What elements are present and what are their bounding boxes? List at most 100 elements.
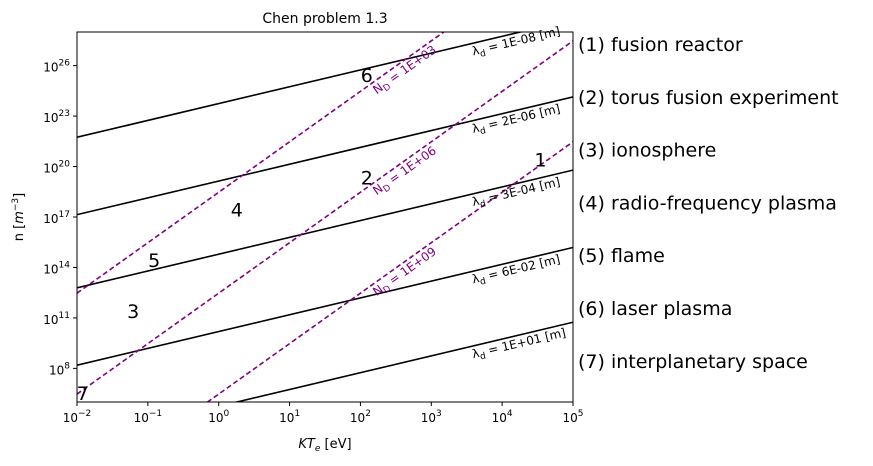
y-tick-label: 1017: [43, 210, 70, 226]
label-value: = 1E-08 [m]: [483, 24, 562, 55]
x-tick-base: 10: [421, 411, 436, 425]
y-tick-exp: 11: [59, 311, 70, 321]
chart-title: Chen problem 1.3: [262, 11, 387, 27]
series-line: [77, 246, 573, 366]
x-tick-base: 10: [134, 411, 149, 425]
x-tick-label: 105: [562, 409, 583, 425]
x-tick-exp: 5: [578, 409, 584, 419]
x-tick-base: 10: [562, 411, 577, 425]
legend-entry: (6) laser plasma: [578, 298, 732, 320]
series-label: λd = 6E-02 [m]: [471, 252, 563, 289]
y-tick-exp: 26: [59, 59, 71, 69]
x-axis-label: KTe [eV]: [298, 437, 351, 454]
x-tick-base: 10: [350, 411, 365, 425]
region-label: 5: [148, 250, 160, 272]
y-tick-exp: 14: [59, 260, 71, 270]
x-tick-label: 104: [492, 409, 513, 425]
region-label: 6: [361, 65, 373, 87]
y-tick-base: 10: [43, 262, 58, 276]
y-tick-exp: 17: [59, 210, 70, 220]
label-value: = 3E-04 [m]: [483, 175, 562, 206]
y-label-unit: m: [12, 211, 27, 224]
series-line: [77, 96, 573, 216]
x-tick-exp: 1: [294, 409, 300, 419]
label-sub: D: [382, 183, 394, 195]
label-symbol: λ: [471, 194, 481, 209]
legend-entry: (1) fusion reactor: [578, 34, 743, 56]
label-sub: d: [479, 351, 487, 362]
label-symbol: λ: [471, 346, 481, 361]
y-tick-label: 1026: [43, 59, 70, 75]
legend-entry: (3) ionosphere: [578, 140, 716, 162]
label-sub: d: [479, 199, 487, 210]
y-label-exp: −3: [11, 198, 21, 211]
x-tick-label: 101: [279, 409, 300, 425]
series-label: λd = 1E+01 [m]: [471, 325, 568, 364]
x-tick-label: 103: [421, 409, 442, 425]
label-symbol: λ: [471, 121, 481, 136]
y-tick-base: 10: [49, 363, 64, 377]
y-tick-base: 10: [43, 313, 58, 327]
label-sub: d: [479, 277, 487, 288]
legend-entry: (4) radio-frequency plasma: [578, 192, 837, 214]
legend-entry: (5) flame: [578, 245, 665, 267]
x-tick-label: 102: [350, 409, 371, 425]
x-tick-exp: 0: [223, 409, 229, 419]
label-sub: d: [479, 126, 487, 137]
x-tick-base: 10: [279, 411, 294, 425]
series-label: ND = 1E+06: [370, 143, 440, 200]
x-tick-exp: −1: [149, 409, 162, 419]
series-label: λd = 2E-06 [m]: [471, 101, 563, 138]
label-value: = 2E-06 [m]: [483, 101, 562, 132]
label-value: = 1E+01 [m]: [483, 325, 567, 358]
y-label-main: n [: [12, 224, 27, 241]
series-label: λd = 1E-08 [m]: [471, 24, 563, 61]
y-label-close: ]: [12, 193, 27, 198]
series-line: [233, 321, 573, 402]
legend-entry: (7) interplanetary space: [578, 351, 808, 373]
label-value: = 1E+09: [383, 244, 439, 289]
label-sub: D: [382, 82, 394, 94]
x-tick-label: 10−2: [63, 409, 92, 425]
series-label: ND = 1E+03: [370, 43, 440, 100]
series-line: [77, 32, 446, 294]
series-label: ND = 1E+09: [370, 244, 440, 301]
x-label-rest: [eV]: [320, 437, 351, 452]
y-tick-label: 1014: [43, 260, 70, 276]
plot-area: 1 2 3 4 5 6 7: [77, 32, 573, 405]
y-tick-exp: 8: [64, 361, 70, 371]
region-label: 3: [127, 301, 139, 323]
region-label: 1: [534, 149, 546, 171]
y-tick-label: 1023: [43, 109, 70, 125]
label-value: = 6E-02 [m]: [483, 252, 562, 283]
y-tick-label: 1011: [43, 311, 70, 327]
legend-entry: (2) torus fusion experiment: [578, 87, 839, 109]
x-tick-exp: 3: [436, 409, 442, 419]
region-label: 7: [77, 383, 89, 405]
x-tick-label: 10−1: [134, 409, 163, 425]
x-tick-exp: −2: [78, 409, 91, 419]
series-line: [77, 40, 573, 395]
y-tick-label: 1020: [43, 160, 70, 176]
y-tick-exp: 23: [59, 109, 70, 119]
y-tick-label: 108: [49, 361, 70, 377]
series-line: [77, 32, 524, 139]
x-tick-base: 10: [492, 411, 507, 425]
label-value: = 1E+06: [383, 143, 439, 188]
label-symbol: λ: [471, 43, 481, 58]
x-label-main: KT: [298, 437, 316, 452]
label-value: = 1E+03: [383, 43, 439, 88]
y-tick-exp: 20: [59, 160, 71, 170]
y-tick-base: 10: [43, 111, 58, 125]
y-tick-base: 10: [43, 61, 58, 75]
x-tick-exp: 2: [365, 409, 371, 419]
x-tick-label: 100: [208, 409, 229, 425]
region-label: 4: [231, 199, 243, 221]
label-symbol: λ: [471, 271, 481, 286]
series-line: [206, 141, 573, 402]
y-tick-base: 10: [43, 162, 58, 176]
y-tick-base: 10: [43, 212, 58, 226]
region-label: 2: [361, 167, 373, 189]
x-label-sub: e: [315, 444, 321, 454]
